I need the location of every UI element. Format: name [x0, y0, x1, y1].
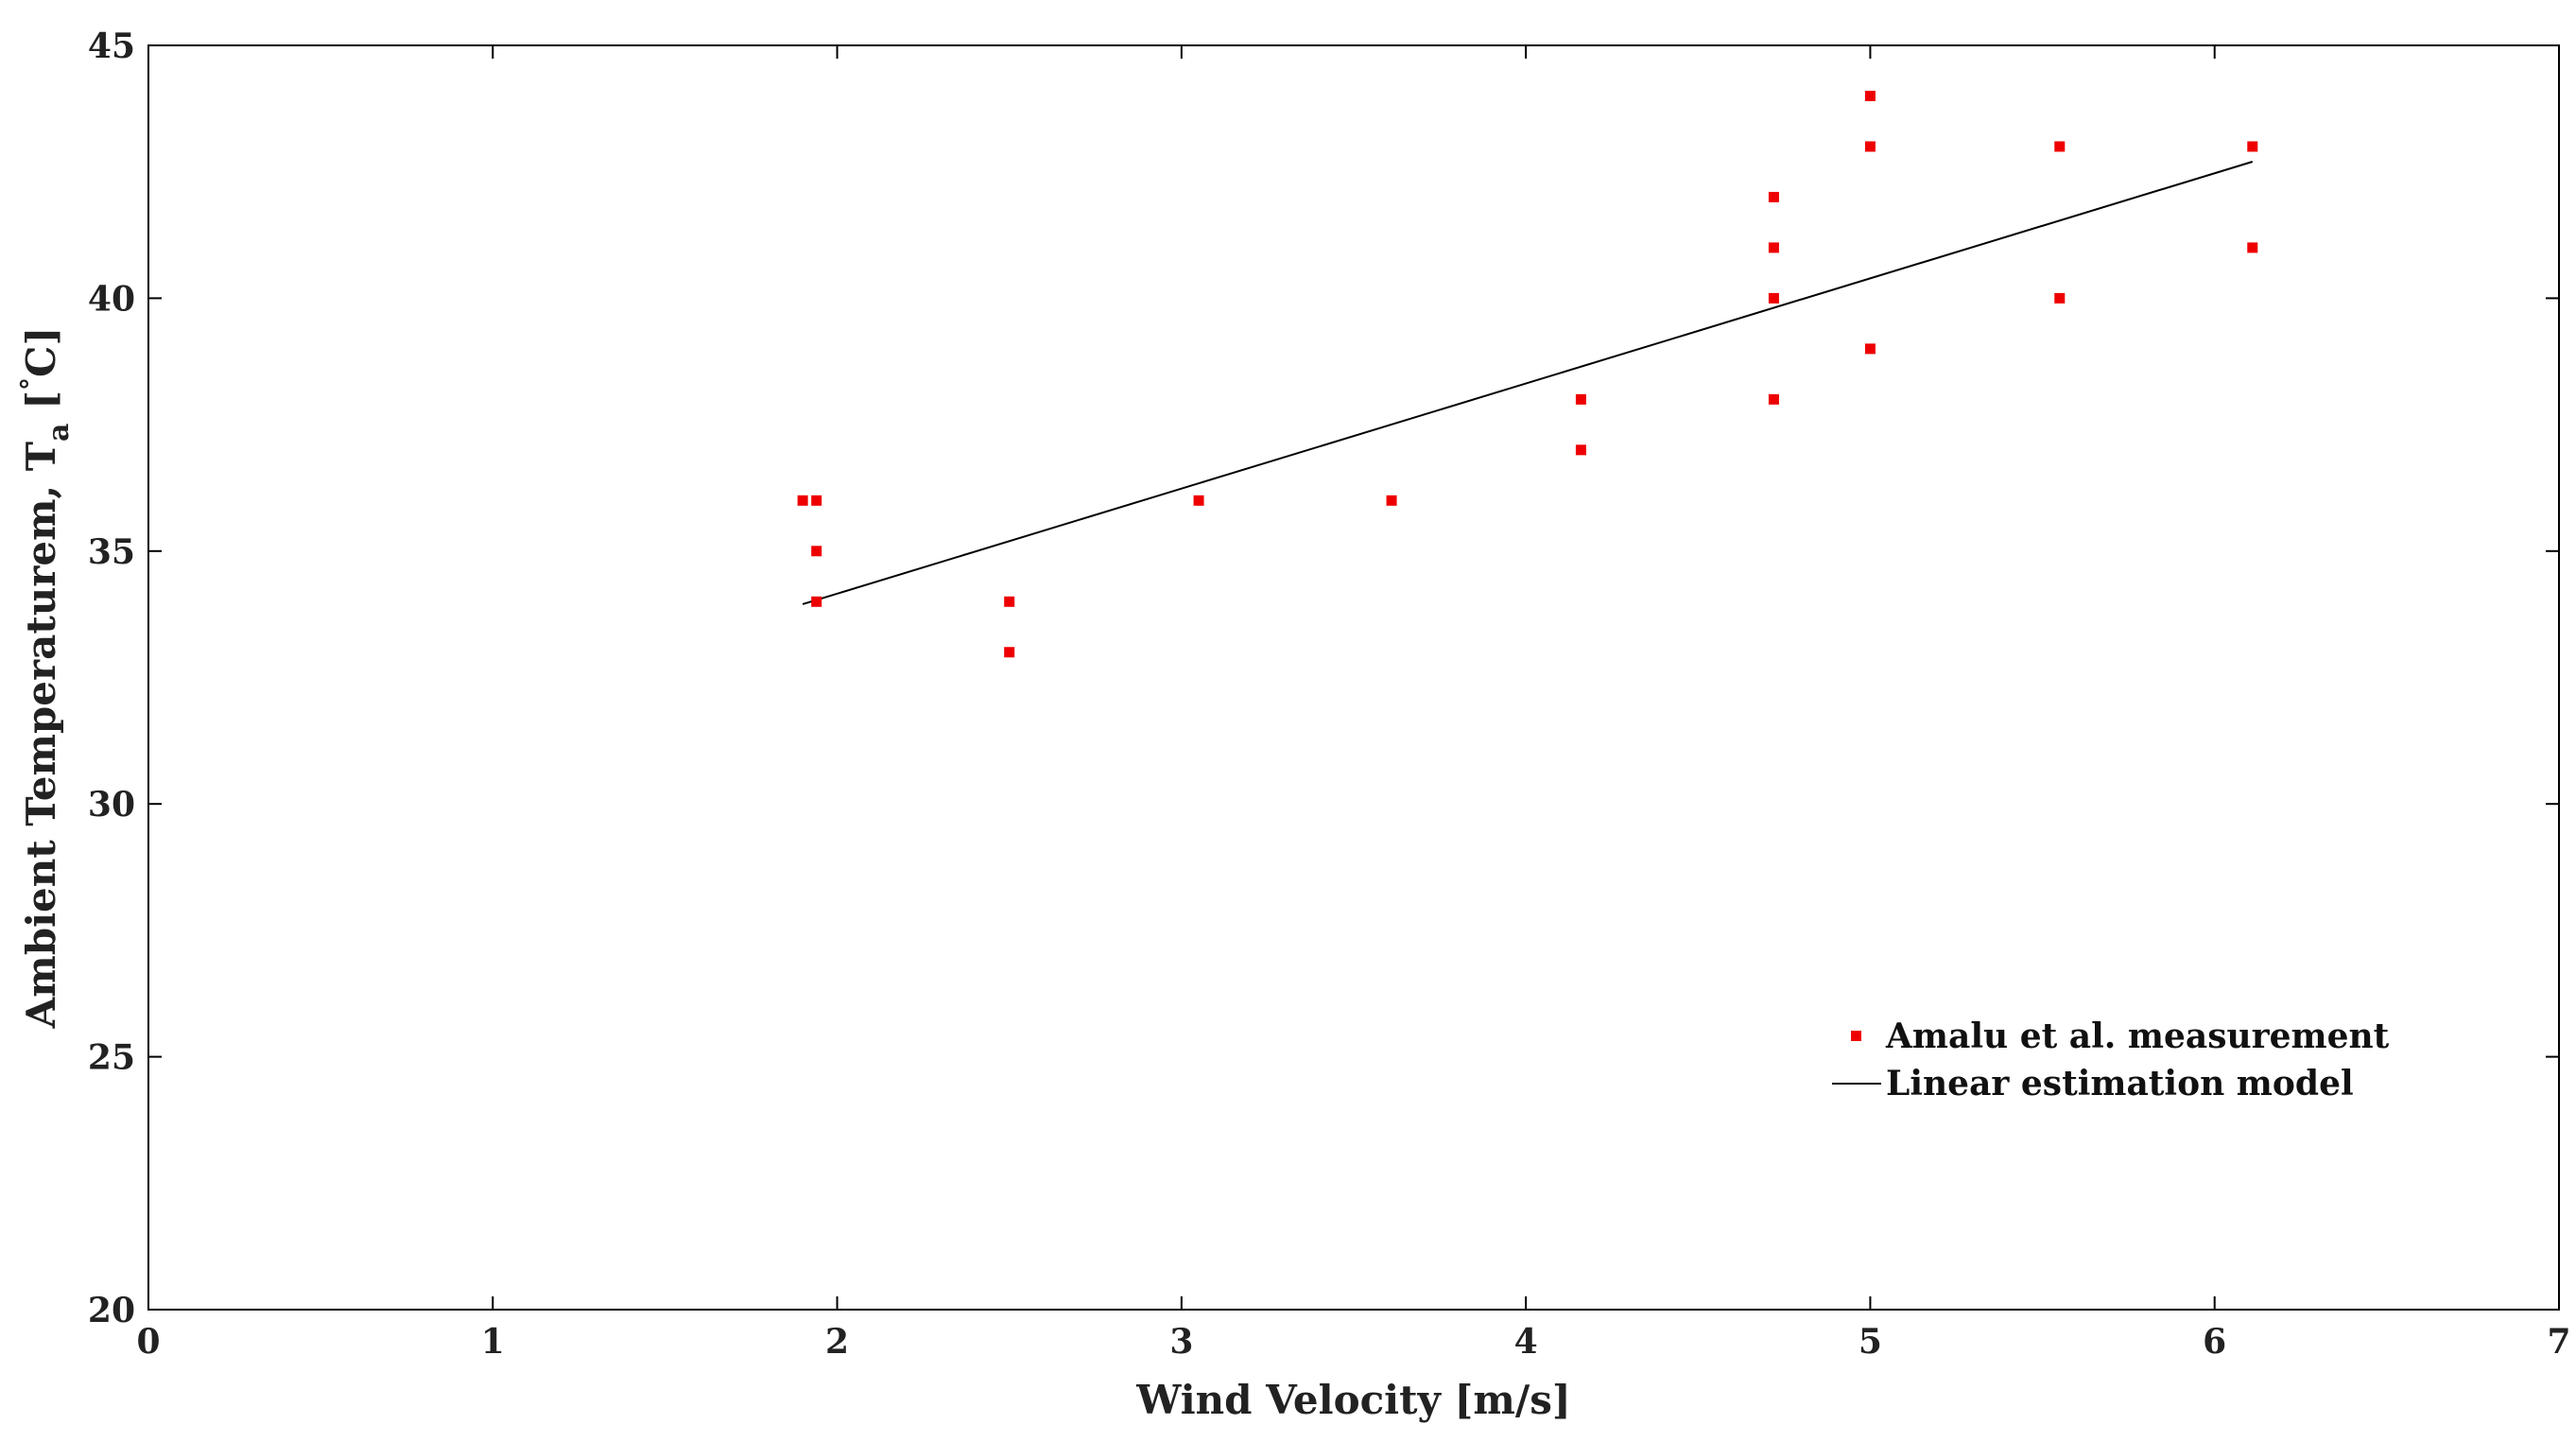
data-point [2054, 141, 2066, 152]
data-point [811, 596, 822, 607]
data-point [1768, 242, 1779, 253]
x-tick-label: 3 [1169, 1322, 1193, 1362]
data-point [2247, 242, 2258, 253]
y-axis-title: Ambient Temperaturem, Ta [°C] [15, 327, 76, 1030]
y-axis-title-main: Ambient Temperaturem, T [18, 442, 64, 1029]
data-point [2247, 141, 2258, 152]
axis-ticks [147, 44, 2560, 1311]
data-point [811, 495, 822, 506]
x-tick-label: 7 [2547, 1322, 2570, 1362]
y-tick-label: 25 [88, 1038, 135, 1078]
y-tick-label: 20 [88, 1291, 135, 1330]
data-point [1575, 393, 1586, 405]
legend-marker-measurement [1851, 1031, 1861, 1041]
plot-area [147, 44, 2560, 1311]
y-tick-label: 40 [88, 279, 135, 319]
data-point [1004, 596, 1015, 607]
data-point [1768, 292, 1779, 304]
x-axis-title: Wind Velocity [m/s] [1135, 1377, 1570, 1423]
y-axis-title-unit-close: C] [18, 327, 64, 377]
data-point [1193, 495, 1204, 506]
data-point [1864, 90, 1876, 101]
data-point [1386, 495, 1397, 506]
legend-label-model: Linear estimation model [1886, 1064, 2354, 1103]
x-tick-label: 6 [2203, 1322, 2226, 1362]
legend: Amalu et al. measurement Linear estimati… [1832, 1016, 2390, 1103]
data-point [1575, 444, 1586, 456]
model-line [802, 161, 2254, 605]
x-tick-label: 2 [825, 1322, 849, 1362]
data-point [1768, 393, 1779, 405]
x-tick-label: 0 [136, 1322, 160, 1362]
y-tick-label: 45 [88, 26, 135, 66]
data-point [1864, 343, 1876, 355]
scatter-series [797, 90, 2258, 658]
y-tick-labels: 20 25 30 35 40 45 [88, 26, 135, 1330]
y-axis-title-subscript: a [43, 423, 76, 441]
y-axis-title-unit-open: [ [18, 391, 64, 424]
data-point [811, 546, 822, 557]
data-point [2054, 292, 2066, 304]
x-tick-label: 1 [481, 1322, 505, 1362]
x-tick-label: 4 [1514, 1322, 1538, 1362]
legend-label-measurement: Amalu et al. measurement [1885, 1016, 2390, 1056]
data-point [797, 495, 808, 506]
y-tick-label: 35 [88, 532, 135, 572]
line-series [802, 161, 2254, 605]
data-point [1864, 141, 1876, 152]
y-axis-title-degree: ° [15, 377, 46, 391]
x-tick-labels: 0 1 2 3 4 5 6 7 [136, 1322, 2570, 1362]
x-tick-label: 5 [1859, 1322, 1882, 1362]
data-point [1004, 647, 1015, 658]
y-tick-label: 30 [88, 785, 135, 825]
data-point [1768, 191, 1779, 202]
